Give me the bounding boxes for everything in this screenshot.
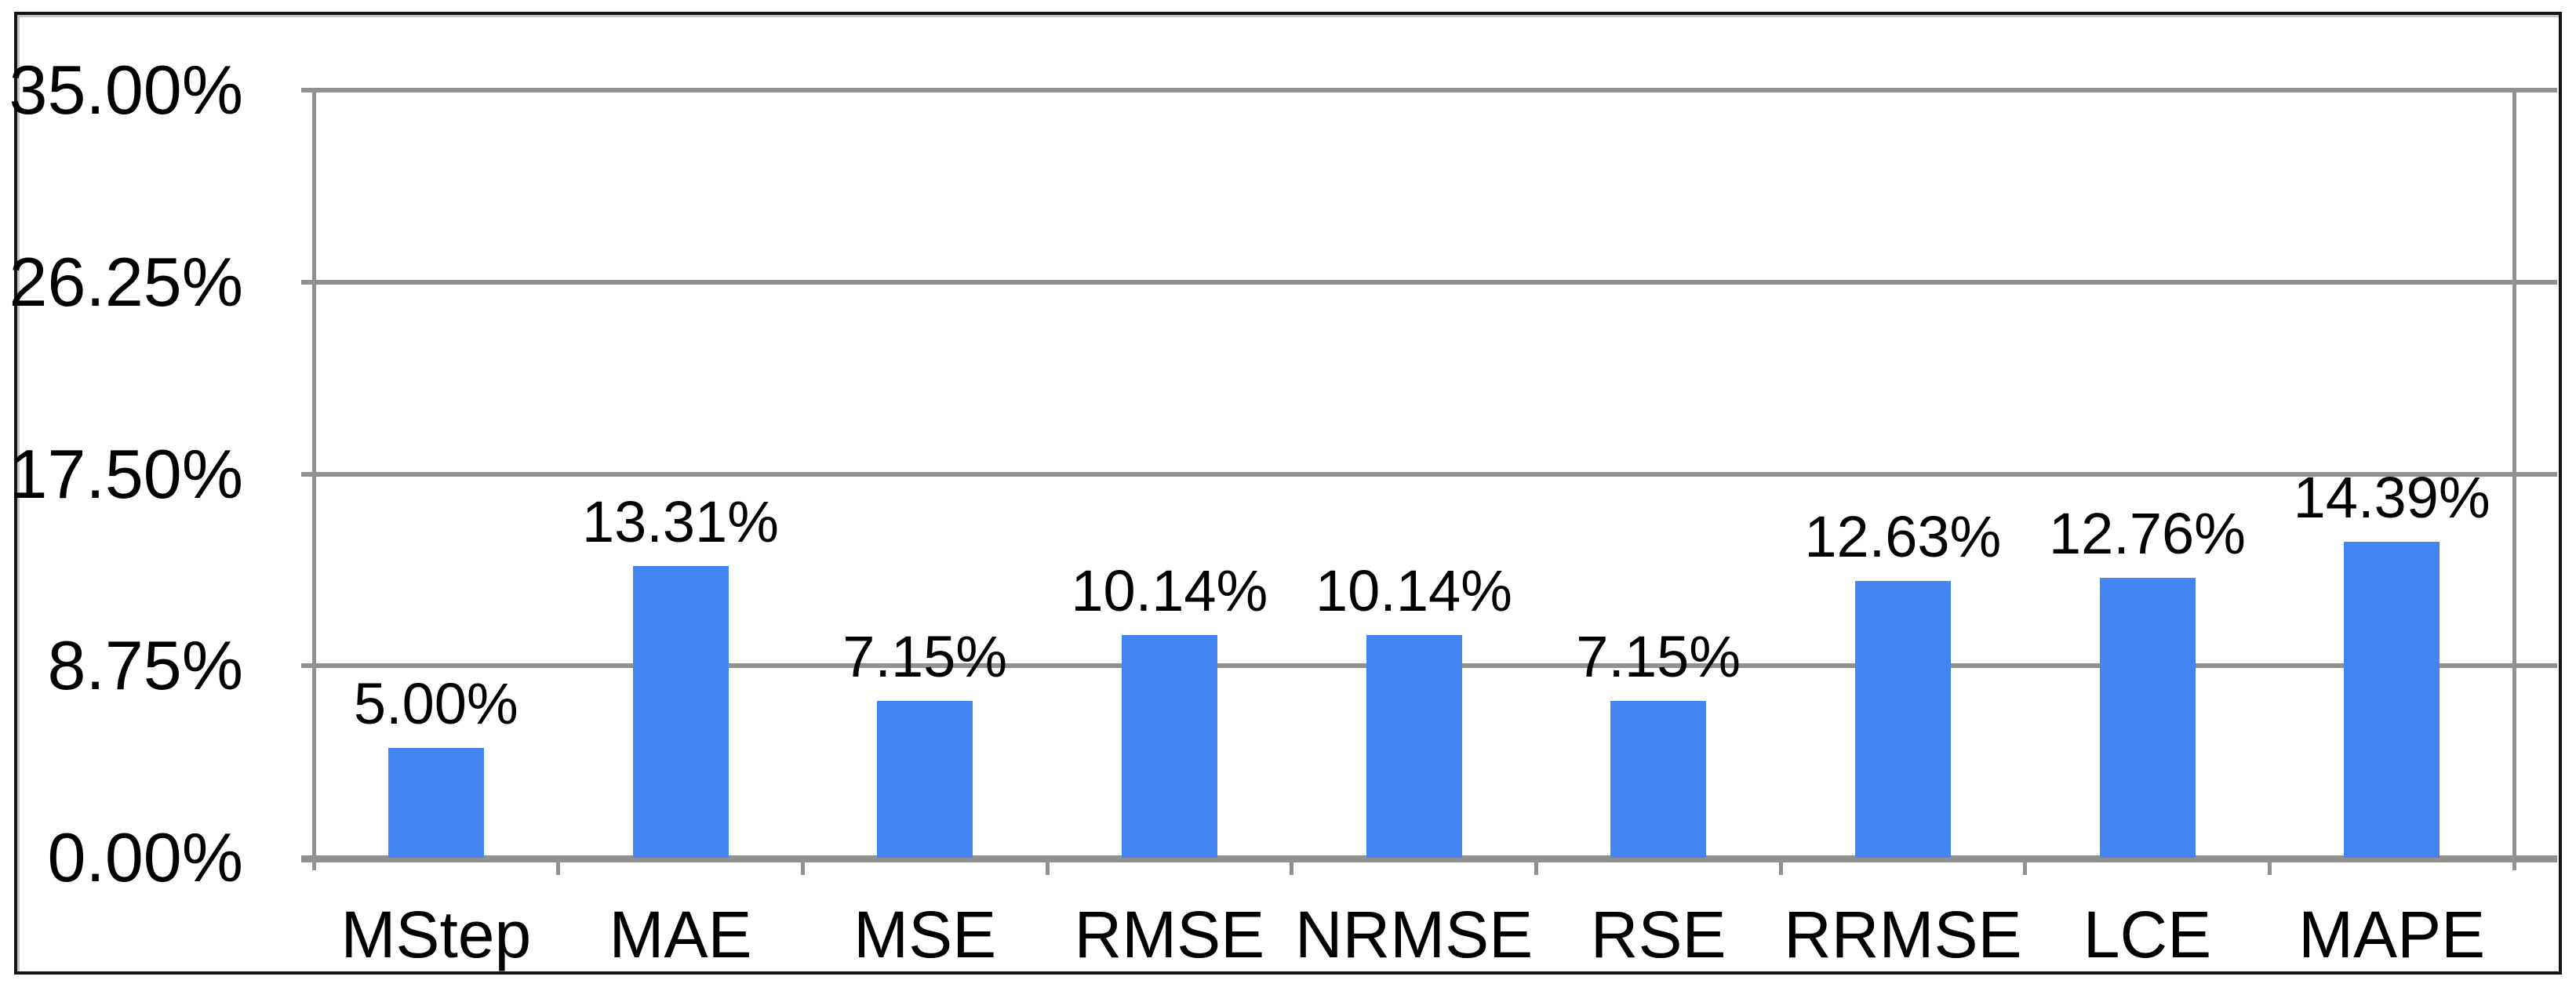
bar: [387, 748, 484, 858]
x-axis-category-label: MSE: [853, 898, 997, 971]
bar-value-label: 13.31%: [582, 488, 779, 554]
x-axis-category-label: NRMSE: [1294, 898, 1534, 971]
axis-tick: [2267, 858, 2272, 875]
y-axis-tick-label: 35.00%: [9, 51, 243, 129]
axis-tick: [1045, 858, 1050, 875]
x-axis-category-label: MAE: [609, 898, 752, 971]
y-axis-tick-label: 8.75%: [47, 626, 243, 705]
axis-tick: [2023, 858, 2028, 875]
axis-tick: [1534, 858, 1538, 875]
x-axis-category-label: MStep: [340, 898, 532, 971]
bar-value-label: 14.39%: [2293, 465, 2490, 531]
bar-value-label: 12.63%: [1804, 503, 2002, 569]
bar: [2099, 578, 2196, 858]
bar-value-label: 10.14%: [1071, 558, 1268, 624]
x-axis-category-label: LCE: [2083, 898, 2212, 971]
y-axis-line: [311, 90, 316, 870]
x-axis-category-label: RRMSE: [1784, 898, 2022, 971]
axis-tick: [556, 858, 561, 875]
bar: [1366, 635, 1462, 858]
gridline: [301, 88, 2557, 93]
x-axis-category-label: RSE: [1590, 898, 1726, 971]
gridline: [301, 471, 2557, 477]
bar: [1854, 580, 1951, 858]
plot-right-border: [2512, 90, 2516, 870]
bar: [632, 565, 729, 858]
x-axis-category-label: MAPE: [2298, 898, 2486, 971]
bar: [2344, 542, 2440, 858]
y-axis-tick-label: 26.25%: [9, 242, 243, 321]
bar: [877, 701, 973, 858]
bar-value-label: 7.15%: [1576, 624, 1741, 689]
x-axis-category-label: RMSE: [1074, 898, 1265, 971]
axis-tick: [1778, 858, 1783, 875]
bar-value-label: 5.00%: [353, 671, 518, 737]
bar: [1121, 635, 1217, 858]
x-axis-line: [301, 858, 2557, 862]
y-axis-tick-label: 17.50%: [9, 434, 243, 513]
bar-value-label: 12.76%: [2049, 501, 2246, 567]
bar-value-label: 7.15%: [842, 624, 1008, 689]
gridline: [301, 279, 2557, 285]
axis-tick: [1290, 858, 1294, 875]
bar: [1610, 701, 1707, 858]
y-axis-tick-label: 0.00%: [47, 819, 243, 896]
axis-tick: [800, 858, 805, 875]
bar-value-label: 10.14%: [1315, 558, 1512, 624]
